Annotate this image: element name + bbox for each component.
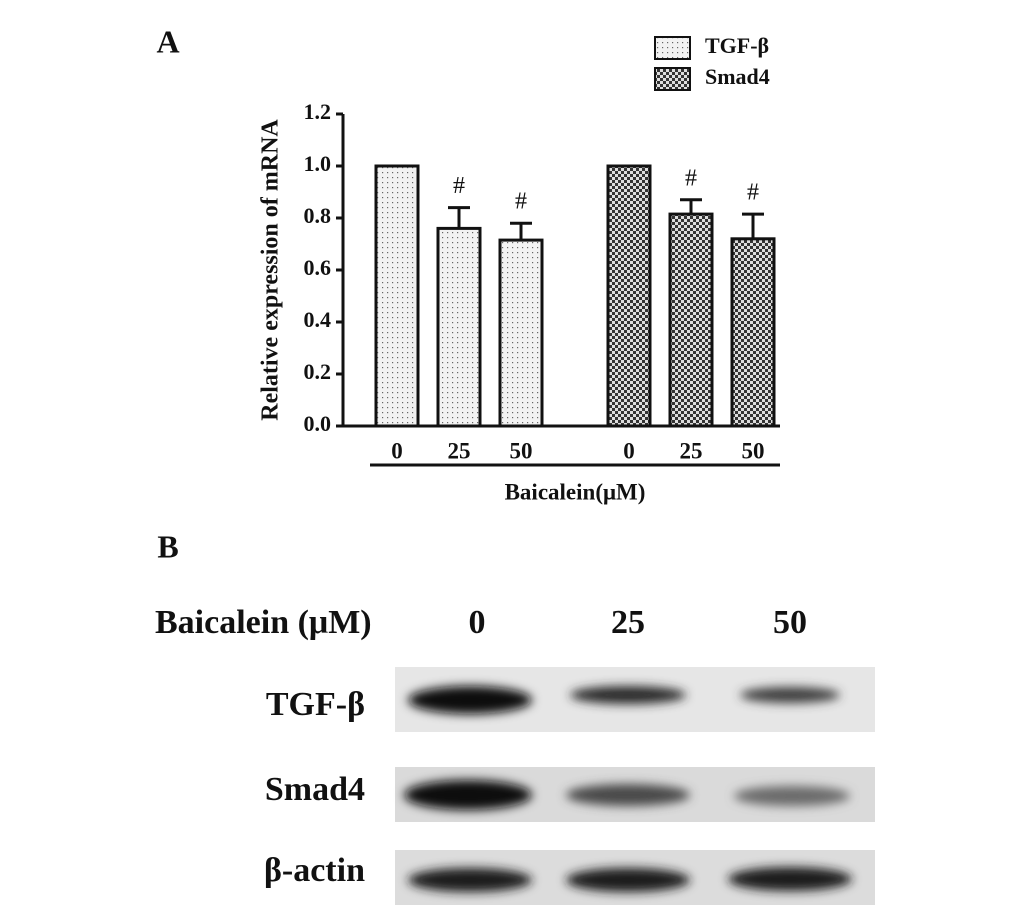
y-tick-label: 0.4 <box>304 307 332 332</box>
y-tick-label: 1.0 <box>304 151 332 176</box>
band <box>570 686 686 704</box>
significance-marker: # <box>685 165 697 191</box>
band <box>728 867 852 891</box>
band <box>734 786 850 806</box>
x-tick-label: 0 <box>391 438 403 463</box>
dose-label: 25 <box>611 604 645 641</box>
y-tick-label: 0.2 <box>304 359 332 384</box>
band <box>408 686 532 714</box>
dose-label: 50 <box>773 604 807 641</box>
legend-swatch <box>654 36 691 60</box>
bar <box>668 212 714 428</box>
treatment-label: Baicalein (μM) <box>155 604 372 641</box>
significance-marker: # <box>453 173 465 199</box>
y-tick-label: 1.2 <box>304 99 332 124</box>
bar <box>730 237 776 428</box>
x-tick-label: 25 <box>680 438 703 463</box>
western-blot <box>395 667 875 905</box>
error-bar <box>448 206 470 229</box>
row-label: TGF-β <box>266 686 365 723</box>
band <box>566 868 690 892</box>
row-label: Smad4 <box>265 771 365 808</box>
y-tick-label: 0.0 <box>304 411 332 436</box>
significance-marker: # <box>515 189 527 215</box>
error-bar <box>510 221 532 241</box>
y-axis-title: Relative expression of mRNA <box>258 119 284 421</box>
legend-label: Smad4 <box>705 64 770 89</box>
panel-label: B <box>157 528 178 564</box>
error-bar <box>680 198 702 215</box>
bar <box>374 164 420 428</box>
bar <box>606 164 652 428</box>
bar <box>498 238 544 428</box>
band <box>404 780 532 810</box>
bar <box>436 226 482 428</box>
legend-swatch <box>654 67 691 91</box>
error-bar <box>742 212 764 239</box>
band <box>408 868 532 892</box>
x-axis-title: Baicalein(μM) <box>505 479 646 504</box>
panel-label: A <box>156 23 179 59</box>
y-tick-label: 0.6 <box>304 255 332 280</box>
legend-label: TGF-β <box>705 33 769 58</box>
x-tick-label: 50 <box>742 438 765 463</box>
significance-marker: # <box>747 180 759 206</box>
band <box>566 784 690 806</box>
y-tick-label: 0.8 <box>304 203 332 228</box>
dose-label: 0 <box>469 604 486 641</box>
row-label: β-actin <box>264 852 365 889</box>
band <box>740 687 840 703</box>
x-tick-label: 50 <box>510 438 533 463</box>
x-tick-label: 0 <box>623 438 635 463</box>
x-tick-label: 25 <box>448 438 471 463</box>
